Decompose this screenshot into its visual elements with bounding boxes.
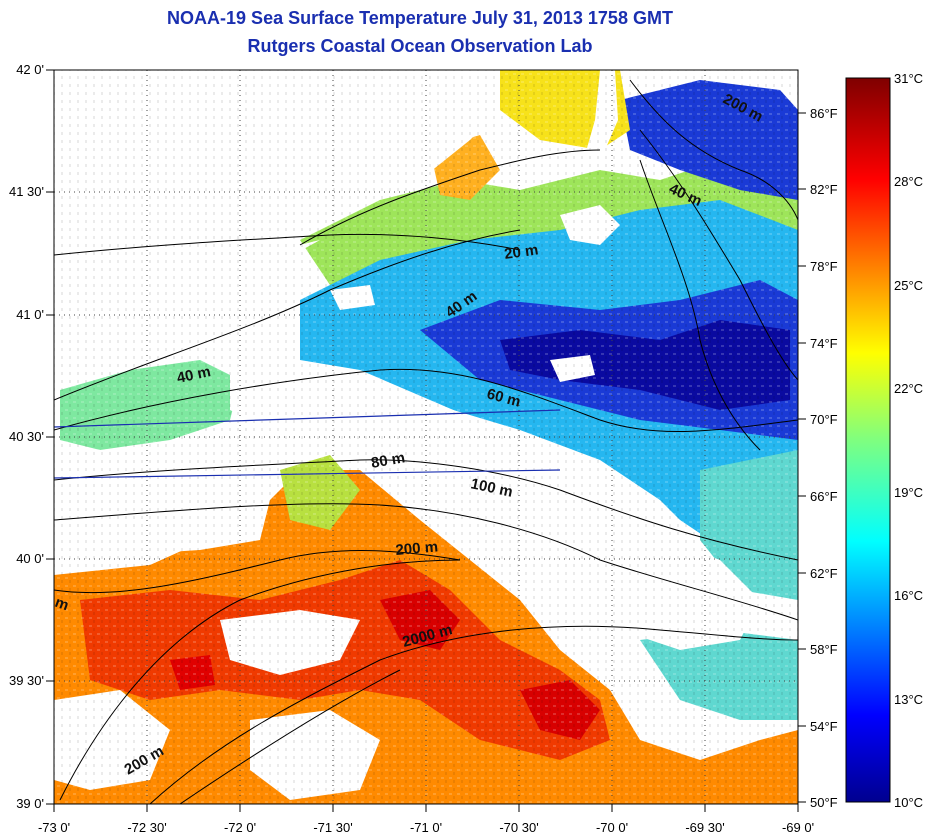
colorbar-label: 25°C (894, 278, 923, 293)
longitude-label: -73 0' (38, 820, 70, 835)
fahrenheit-label: 50°F (810, 795, 838, 810)
contour-line (54, 368, 798, 433)
contour-line (59, 559, 461, 801)
fahrenheit-labels: 86°F 82°F 78°F 74°F 70°F 66°F 62°F 58°F … (810, 106, 838, 810)
fahrenheit-label: 86°F (810, 106, 838, 121)
contour-line (179, 669, 401, 804)
contour-label: 80 m (370, 449, 407, 472)
fahrenheit-label: 70°F (810, 412, 838, 427)
axis-tick-marks (46, 69, 806, 812)
contour-line (54, 550, 461, 594)
longitude-label: -71 30' (313, 820, 352, 835)
contour-line (639, 129, 798, 381)
latitude-label: 42 0' (16, 62, 44, 77)
longitude-label: -69 30' (685, 820, 724, 835)
longitude-label: -69 0' (782, 820, 814, 835)
colorbar-label: 28°C (894, 174, 923, 189)
fahrenheit-label: 74°F (810, 336, 838, 351)
colorbar-label: 13°C (894, 692, 923, 707)
contour-line (629, 79, 798, 221)
longitude-labels: -73 0' -72 30' -72 0' -71 30' -71 0' -70… (38, 820, 814, 835)
contour-label: m (53, 594, 71, 615)
longitude-label: -70 0' (596, 820, 628, 835)
colorbar-label: 10°C (894, 795, 923, 810)
fahrenheit-label: 54°F (810, 719, 838, 734)
colorbar-labels: 31°C 28°C 25°C 22°C 19°C 16°C 13°C 10°C (894, 71, 923, 810)
contour-line (54, 233, 521, 256)
map-title: NOAA-19 Sea Surface Temperature July 31,… (167, 8, 673, 28)
latitude-label: 41 30' (9, 184, 44, 199)
fahrenheit-label: 58°F (810, 642, 838, 657)
latitude-label: 41 0' (16, 307, 44, 322)
latitude-labels: 42 0' 41 30' 41 0' 40 30' 40 0' 39 30' 3… (9, 62, 44, 811)
map-subtitle: Rutgers Coastal Ocean Observation Lab (247, 36, 593, 56)
contour-line (639, 159, 761, 451)
colorbar (845, 77, 891, 803)
swath-edges (53, 409, 561, 479)
contour-line (54, 503, 798, 621)
contour-label: 40 m (175, 363, 212, 387)
latitude-label: 40 30' (9, 429, 44, 444)
fahrenheit-label: 66°F (810, 489, 838, 504)
fahrenheit-label: 78°F (810, 259, 838, 274)
longitude-label: -71 0' (410, 820, 442, 835)
contour-line (149, 625, 798, 804)
fahrenheit-label: 62°F (810, 566, 838, 581)
longitude-label: -72 30' (127, 820, 166, 835)
latitude-label: 39 30' (9, 673, 44, 688)
fahrenheit-label: 82°F (810, 182, 838, 197)
bathymetry-contours (54, 79, 798, 804)
longitude-label: -70 30' (499, 820, 538, 835)
colorbar-label: 16°C (894, 588, 923, 603)
colorbar-label: 31°C (894, 71, 923, 86)
contour-line (54, 229, 521, 401)
longitude-label: -72 0' (224, 820, 256, 835)
contour-label: 200 m (395, 538, 439, 559)
latitude-label: 40 0' (16, 551, 44, 566)
latitude-label: 39 0' (16, 796, 44, 811)
contour-line (54, 459, 798, 561)
colorbar-label: 19°C (894, 485, 923, 500)
colorbar-label: 22°C (894, 381, 923, 396)
graticule (54, 70, 798, 804)
coastline (299, 149, 601, 246)
contour-label: 20 m (503, 241, 539, 263)
